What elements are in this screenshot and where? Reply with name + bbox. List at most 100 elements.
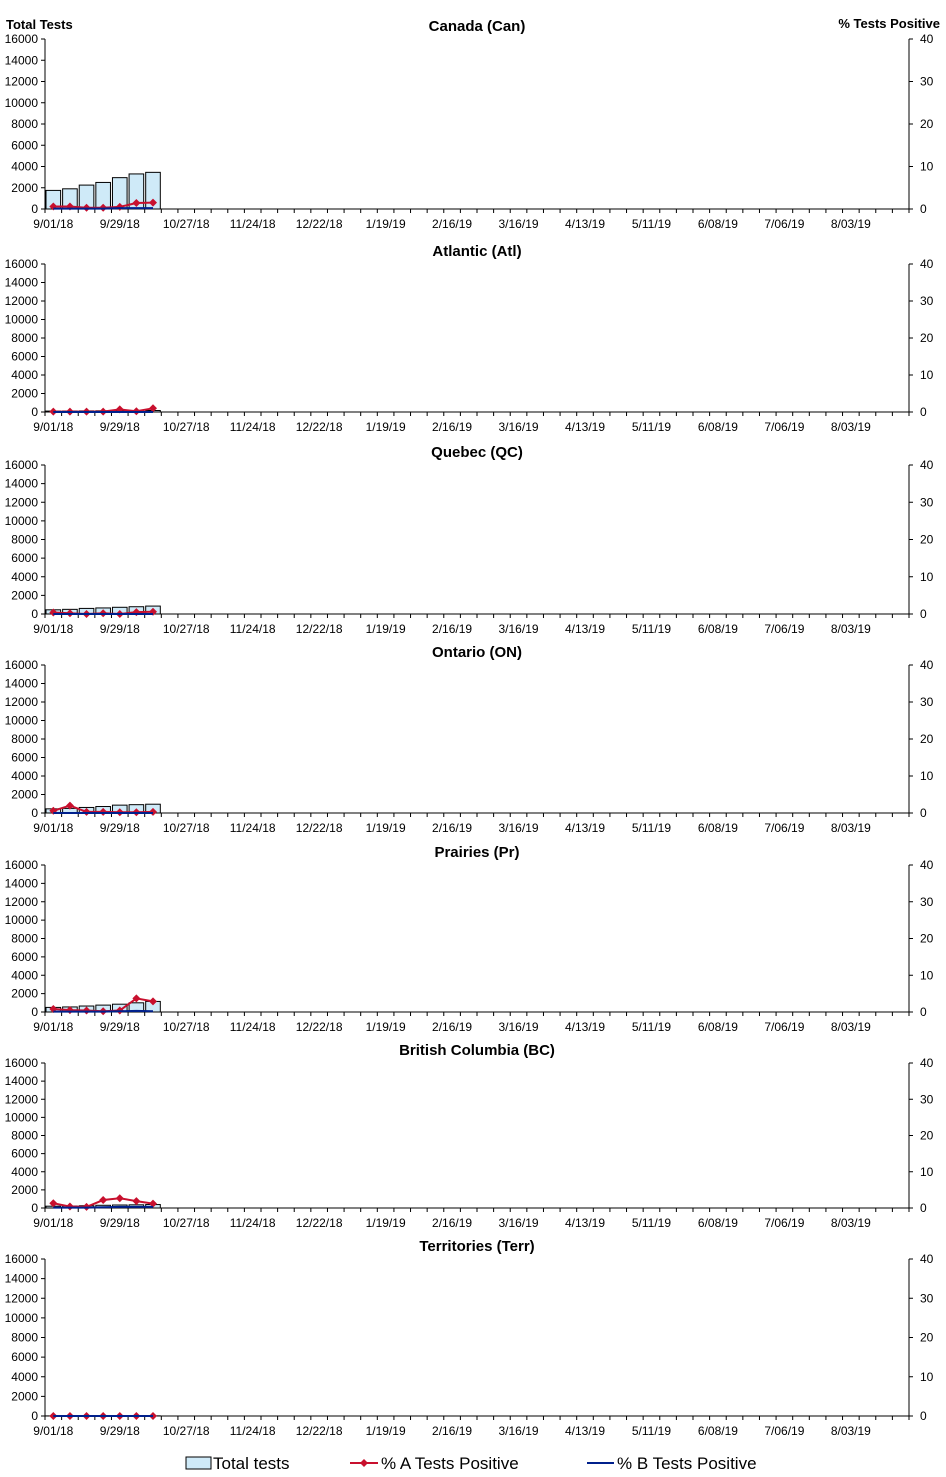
x-tick-label: 10/27/18 — [163, 821, 210, 835]
x-tick-label: 3/16/19 — [499, 1216, 539, 1230]
x-tick-label: 10/27/18 — [163, 1424, 210, 1438]
y-tick-label-left: 0 — [31, 1409, 38, 1423]
x-tick-label: 7/06/19 — [764, 1216, 804, 1230]
y-tick-label-left: 2000 — [11, 387, 38, 401]
y-tick-label-left: 6000 — [11, 350, 38, 364]
y-tick-label-left: 6000 — [11, 1147, 38, 1161]
y-tick-label-right: 0 — [920, 1005, 927, 1019]
x-tick-label: 9/29/18 — [100, 821, 140, 835]
x-tick-label: 9/29/18 — [100, 420, 140, 434]
y-tick-label-left: 12000 — [5, 495, 39, 509]
x-tick-label: 7/06/19 — [764, 217, 804, 231]
chart-title: Quebec (QC) — [431, 444, 523, 461]
y-tick-label-right: 10 — [920, 968, 934, 982]
x-tick-label: 3/16/19 — [499, 217, 539, 231]
x-tick-label: 5/11/19 — [632, 622, 671, 636]
y-tick-label-left: 10000 — [5, 514, 39, 528]
chart-panel-3: Quebec (QC) 0 2000 4000 6000 8000 10000 12000 14… — [5, 444, 934, 636]
x-tick-label: 12/22/18 — [296, 1020, 343, 1034]
y-tick-label-left: 8000 — [11, 732, 38, 746]
x-tick-label: 5/11/19 — [632, 1424, 671, 1438]
y-tick-label-left: 16000 — [5, 257, 39, 271]
legend-label-a-positive: % A Tests Positive — [381, 1454, 519, 1473]
y-axis-right-title: % Tests Positive — [838, 16, 940, 31]
y-tick-label-left: 6000 — [11, 751, 38, 765]
x-tick-label: 11/24/18 — [230, 821, 276, 835]
y-tick-label-left: 8000 — [11, 1129, 38, 1143]
x-tick-label: 7/06/19 — [764, 420, 804, 434]
x-tick-label: 9/29/18 — [100, 1216, 140, 1230]
y-tick-label-left: 6000 — [11, 1350, 38, 1364]
x-tick-label: 3/16/19 — [499, 1424, 539, 1438]
x-tick-label: 2/16/19 — [432, 1424, 472, 1438]
y-tick-label-left: 8000 — [11, 932, 38, 946]
x-tick-label: 7/06/19 — [764, 622, 804, 636]
y-tick-label-right: 30 — [920, 895, 934, 909]
x-tick-label: 12/22/18 — [296, 1216, 343, 1230]
x-tick-label: 3/16/19 — [499, 1020, 539, 1034]
x-tick-label: 3/16/19 — [499, 622, 539, 636]
y-tick-label-right: 40 — [920, 458, 934, 472]
point-a-positive — [99, 1196, 108, 1205]
chart-title: Prairies (Pr) — [434, 844, 519, 861]
legend-label-b-positive: % B Tests Positive — [617, 1454, 757, 1473]
x-tick-label: 3/16/19 — [499, 821, 539, 835]
x-tick-label: 5/11/19 — [632, 1216, 671, 1230]
y-tick-label-left: 14000 — [5, 876, 39, 890]
y-tick-label-left: 16000 — [5, 658, 39, 672]
y-tick-label-left: 16000 — [5, 1056, 39, 1070]
y-tick-label-right: 30 — [920, 695, 934, 709]
point-a-positive — [149, 997, 157, 1006]
y-tick-label-left: 12000 — [5, 695, 39, 709]
point-a-positive — [149, 404, 157, 413]
y-tick-label-right: 0 — [920, 405, 927, 419]
y-tick-label-right: 10 — [920, 1370, 934, 1384]
y-tick-label-left: 16000 — [5, 1252, 39, 1266]
x-tick-label: 5/11/19 — [632, 1020, 671, 1034]
point-a-positive — [115, 1194, 124, 1203]
y-tick-label-left: 12000 — [5, 1291, 39, 1305]
x-tick-label: 9/01/18 — [33, 1424, 73, 1438]
y-tick-label-left: 8000 — [11, 533, 38, 547]
x-tick-label: 10/27/18 — [163, 420, 210, 434]
y-tick-label-left: 4000 — [11, 769, 38, 783]
x-tick-label: 10/27/18 — [163, 217, 210, 231]
y-tick-label-right: 20 — [920, 932, 934, 946]
y-tick-label-left: 10000 — [5, 313, 39, 327]
x-tick-label: 7/06/19 — [764, 1424, 804, 1438]
y-tick-label-left: 2000 — [11, 588, 38, 602]
x-tick-label: 2/16/19 — [432, 1216, 472, 1230]
y-tick-label-left: 8000 — [11, 117, 38, 131]
y-tick-label-left: 0 — [31, 202, 38, 216]
x-tick-label: 8/03/19 — [831, 217, 871, 231]
y-tick-label-left: 10000 — [5, 96, 39, 110]
x-tick-label: 1/19/19 — [366, 1216, 406, 1230]
x-tick-label: 1/19/19 — [366, 1020, 406, 1034]
line-b-positive — [53, 1009, 154, 1013]
chart-panel-2: Atlantic (Atl) 0 2000 4000 6000 8000 10000 1200… — [5, 243, 934, 434]
y-tick-label-right: 10 — [920, 1165, 934, 1179]
y-tick-label-left: 14000 — [5, 1272, 39, 1286]
point-a-positive — [132, 994, 141, 1003]
x-tick-label: 9/01/18 — [33, 1020, 73, 1034]
y-tick-label-left: 2000 — [11, 788, 38, 802]
y-tick-label-right: 20 — [920, 732, 934, 746]
chart-panel-5: Prairies (Pr) 0 2000 4000 6000 8000 10000 12000… — [5, 844, 934, 1034]
y-tick-label-left: 10000 — [5, 913, 39, 927]
y-tick-label-left: 14000 — [5, 276, 39, 290]
x-tick-label: 11/24/18 — [230, 217, 276, 231]
x-tick-label: 4/13/19 — [565, 622, 605, 636]
x-tick-label: 3/16/19 — [499, 420, 539, 434]
x-tick-label: 10/27/18 — [163, 622, 210, 636]
line-b-positive — [53, 1205, 153, 1209]
x-tick-label: 4/13/19 — [565, 217, 605, 231]
x-tick-label: 9/01/18 — [33, 622, 73, 636]
y-tick-label-left: 2000 — [11, 1183, 38, 1197]
y-tick-label-left: 8000 — [11, 331, 38, 345]
point-a-positive — [65, 1202, 74, 1211]
x-tick-label: 7/06/19 — [764, 1020, 804, 1034]
x-tick-label: 4/13/19 — [565, 821, 605, 835]
x-tick-label: 10/27/18 — [163, 1216, 210, 1230]
y-tick-label-left: 4000 — [11, 1370, 38, 1384]
chart-panels: Canada (Can) Total Tests % Tests Positive 0… — [5, 16, 940, 1438]
